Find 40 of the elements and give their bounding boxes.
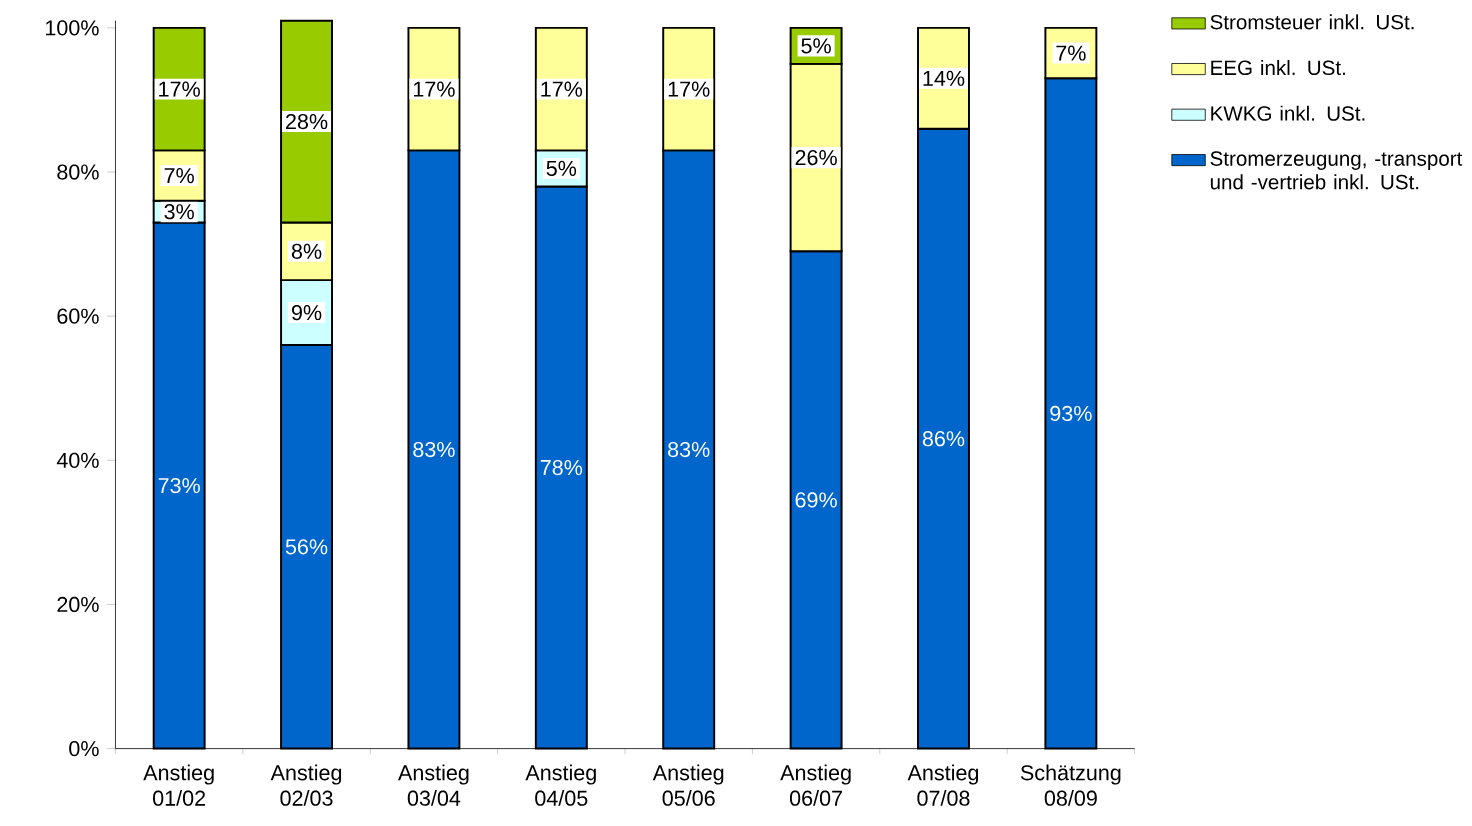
data-label: 56% [285, 539, 328, 555]
data-label: 5% [801, 38, 831, 54]
legend-label: Stromsteuer inkl. USt. [1210, 14, 1414, 30]
data-label: 9% [291, 304, 322, 321]
data-label: 5% [546, 160, 577, 176]
data-label: 83% [668, 441, 710, 457]
legend-label: Stromerzeugung, -transport und -vertrieb inkl. USt. [1210, 151, 1463, 190]
data-label: 17% [413, 81, 455, 97]
data-label: 26% [795, 149, 837, 166]
data-label: 17% [159, 81, 200, 97]
y-tick-label: 60% [57, 308, 99, 324]
x-tick-label: Anstieg 06/07 [780, 764, 851, 806]
legend-label: EEG inkl. USt. [1211, 59, 1345, 75]
y-tick-label: 0% [69, 740, 99, 757]
y-tick-label: 80% [57, 164, 99, 180]
data-label: 93% [1050, 405, 1092, 421]
data-label: 83% [413, 441, 455, 457]
legend-label: KWKG inkl. USt. [1211, 105, 1365, 121]
data-label: 73% [158, 477, 200, 494]
data-label: 3% [164, 203, 194, 220]
data-label: 78% [540, 459, 583, 475]
y-tick-label: 100% [46, 20, 99, 36]
y-tick-label: 20% [57, 596, 99, 612]
x-tick-label: Anstieg 04/05 [525, 764, 596, 806]
data-label: 17% [668, 81, 710, 97]
x-tick-label: Anstieg 01/02 [143, 764, 214, 806]
x-tick-label: Schätzung 08/09 [1020, 764, 1121, 806]
data-label: 8% [291, 243, 322, 259]
data-label: 7% [164, 167, 194, 183]
data-label: 14% [923, 70, 965, 86]
x-tick-label: Anstieg 05/06 [652, 764, 724, 806]
x-tick-label: Anstieg 02/03 [270, 764, 342, 806]
data-label: 69% [795, 492, 837, 508]
data-label: 17% [541, 81, 583, 97]
data-label: 7% [1056, 45, 1086, 61]
data-label: 86% [922, 430, 965, 447]
data-label: 28% [286, 113, 328, 130]
x-tick-label: Anstieg 03/04 [398, 764, 469, 806]
y-tick-label: 40% [56, 452, 99, 468]
x-tick-label: Anstieg 07/08 [907, 764, 979, 806]
